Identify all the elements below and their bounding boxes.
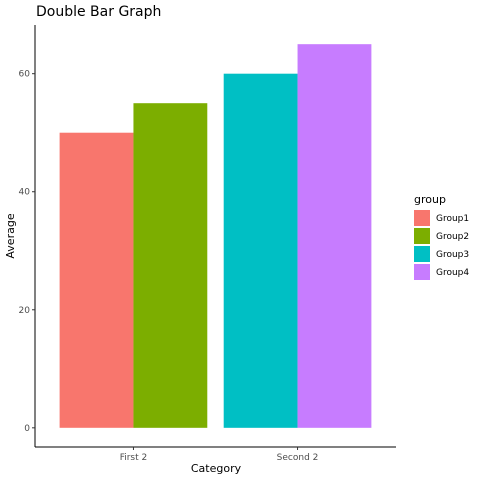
legend-key-group1 xyxy=(414,210,430,226)
bars-group xyxy=(59,44,372,428)
bar-group1 xyxy=(59,132,134,428)
legend: group Group1 Group2 Group3 Group4 xyxy=(414,193,469,280)
x-tick-label: First 2 xyxy=(120,453,148,463)
bar-group4 xyxy=(297,44,372,428)
legend-label: Group3 xyxy=(436,250,469,260)
chart-title: Double Bar Graph xyxy=(36,4,161,20)
bar-group3 xyxy=(223,73,298,428)
y-tick-label: 60 xyxy=(19,70,31,80)
y-axis-title: Average xyxy=(4,213,17,258)
legend-title: group xyxy=(414,193,446,206)
legend-label: Group4 xyxy=(436,268,469,278)
y-axis: 0 20 40 60 xyxy=(19,25,36,447)
y-tick-label: 40 xyxy=(19,188,31,198)
x-tick-label: Second 2 xyxy=(277,453,319,463)
legend-label: Group2 xyxy=(436,232,469,242)
x-axis: First 2 Second 2 xyxy=(35,446,396,463)
bar-group2 xyxy=(133,103,208,428)
legend-key-group3 xyxy=(414,246,430,262)
y-tick-label: 0 xyxy=(24,424,30,434)
x-axis-title: Category xyxy=(191,462,242,475)
y-tick-label: 20 xyxy=(19,306,31,316)
legend-label: Group1 xyxy=(436,214,469,224)
legend-key-group4 xyxy=(414,264,430,280)
legend-key-group2 xyxy=(414,228,430,244)
